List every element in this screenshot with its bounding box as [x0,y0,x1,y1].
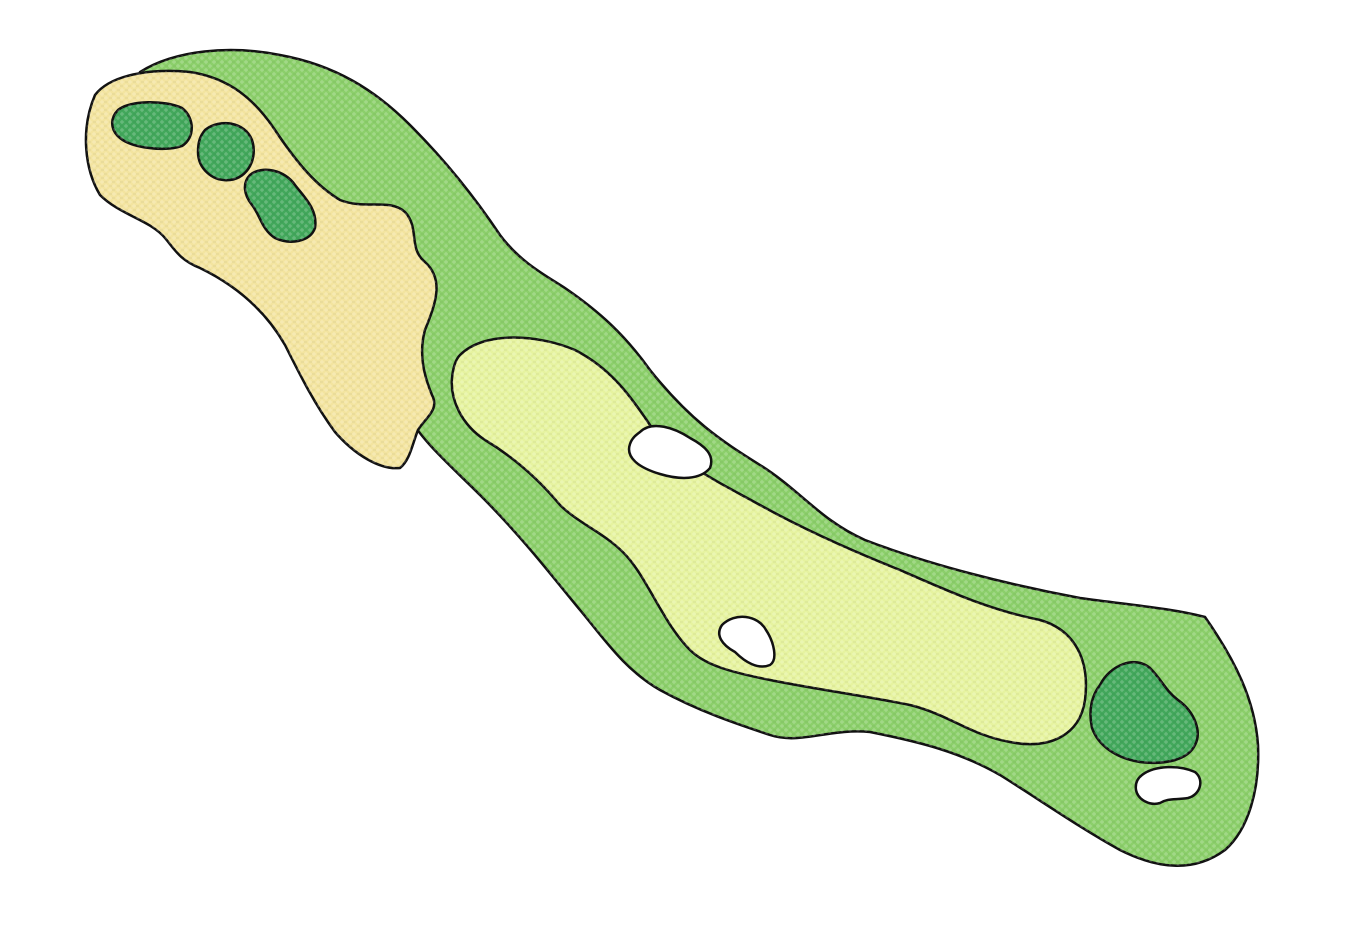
tee-area [84,69,438,470]
putting-green [1089,660,1199,765]
bunker-fairway-upper [627,424,713,480]
tee-box-front [243,168,317,243]
bunker-fairway-lower [718,615,776,668]
bunker-greenside [1134,765,1202,805]
tee-box-middle [196,121,255,182]
tee-box-back [111,100,193,151]
